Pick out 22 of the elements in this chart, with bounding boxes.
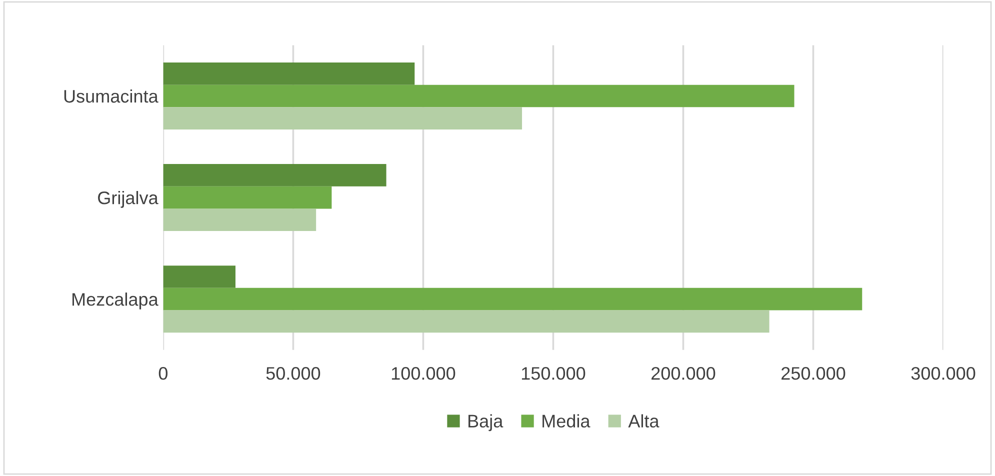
y-tick-label: Usumacinta	[64, 89, 158, 103]
bar	[163, 84, 794, 108]
bar	[163, 62, 415, 85]
legend-label: Media	[542, 414, 590, 428]
y-tick-label: Mezcalapa	[72, 292, 158, 310]
bar	[163, 310, 770, 333]
x-tick-label: 50.000	[266, 367, 320, 380]
y-tick-label: Grijalva	[98, 191, 158, 208]
legend-label: Alta	[628, 414, 660, 428]
bar	[163, 288, 862, 310]
bar	[163, 208, 316, 232]
x-tick-label: 250.000	[782, 367, 846, 380]
bar	[163, 186, 332, 209]
bar	[163, 266, 236, 288]
x-tick-label: 100.000	[392, 367, 456, 380]
legend-label: Baja	[468, 414, 504, 432]
x-tick-label: 300.000	[911, 367, 976, 380]
x-tick-label: 0	[158, 367, 168, 380]
x-tick-label: 150.000	[522, 367, 586, 380]
x-tick-label: 200.000	[652, 367, 716, 380]
bar	[163, 164, 386, 186]
bar	[163, 107, 522, 130]
